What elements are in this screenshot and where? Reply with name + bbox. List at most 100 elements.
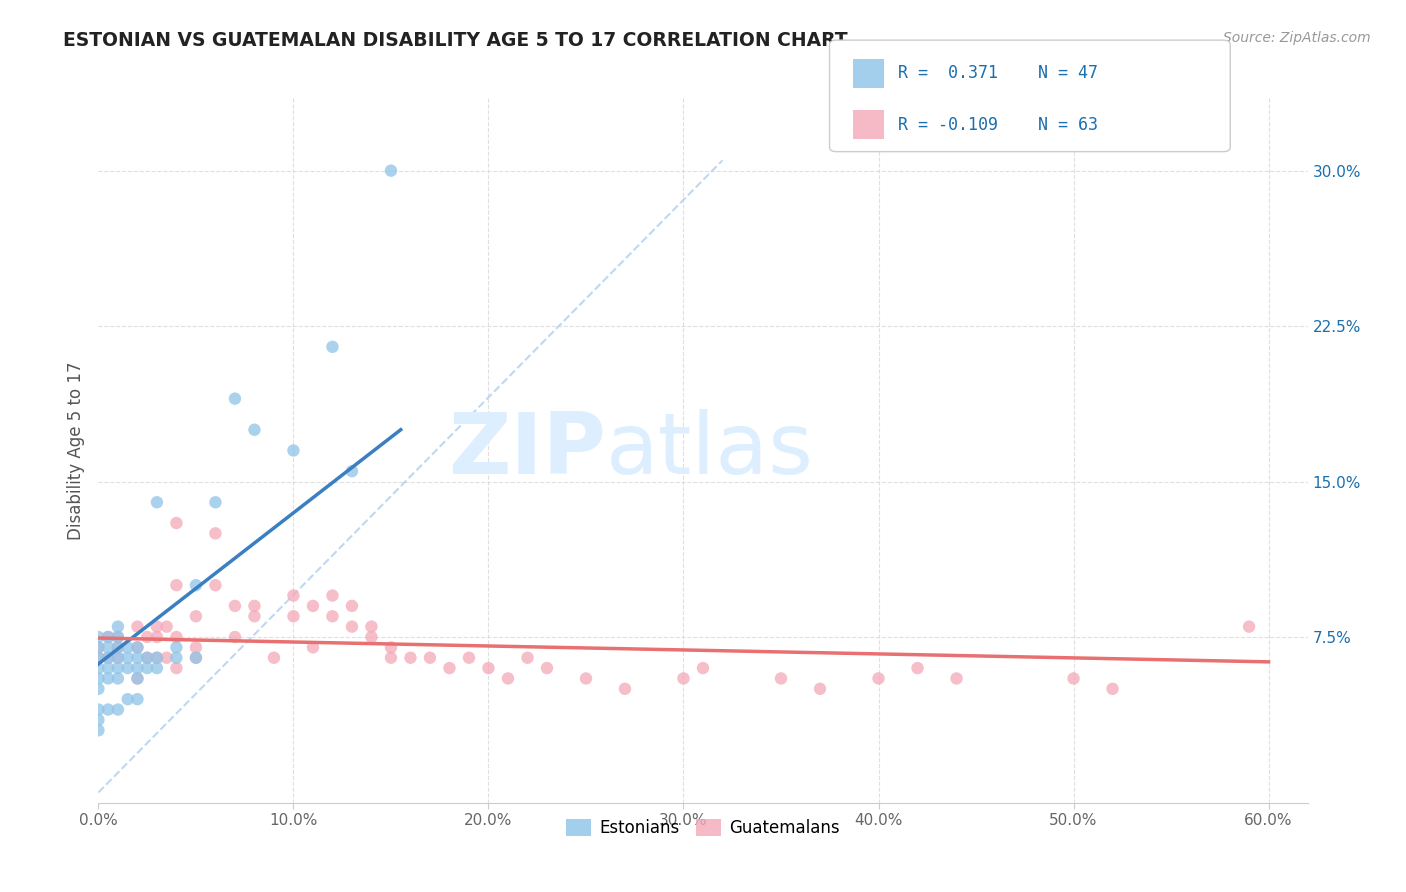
Point [868,672,890,686]
Y-axis label: Disability Age 5 to 17: Disability Age 5 to 17 [66,361,84,540]
Point [87,630,110,644]
Point [184,640,207,655]
Point [165,578,187,592]
Point [184,609,207,624]
Point [165,650,187,665]
Point [165,640,187,655]
Point [107,630,129,644]
Point [692,661,714,675]
Point [107,702,129,716]
Point [146,661,169,675]
Point [243,599,266,613]
Point [146,650,169,665]
Point [107,630,129,644]
Text: Source: ZipAtlas.com: Source: ZipAtlas.com [1223,31,1371,45]
Point [146,650,169,665]
Point [165,516,187,530]
Text: R = -0.109    N = 63: R = -0.109 N = 63 [898,116,1098,134]
Point [184,650,207,665]
Text: ESTONIAN VS GUATEMALAN DISABILITY AGE 5 TO 17 CORRELATION CHART: ESTONIAN VS GUATEMALAN DISABILITY AGE 5 … [63,31,848,50]
Point [97,630,120,644]
Text: ZIP: ZIP [449,409,606,492]
Point [1237,619,1260,633]
Point [127,672,149,686]
Point [458,650,481,665]
Point [184,650,207,665]
Point [87,713,110,727]
Point [97,650,120,665]
Point [127,672,149,686]
Point [97,661,120,675]
Point [136,650,159,665]
Point [243,423,266,437]
Point [808,681,831,696]
Point [165,661,187,675]
Point [136,630,159,644]
Point [672,672,695,686]
Point [769,672,792,686]
Point [87,702,110,716]
Point [380,163,402,178]
Point [399,650,422,665]
Point [340,619,363,633]
Point [87,672,110,686]
Point [146,630,169,644]
Point [321,589,343,603]
Point [117,661,139,675]
Point [107,640,129,655]
Point [87,640,110,655]
Point [165,630,187,644]
Point [107,661,129,675]
Point [302,640,325,655]
Point [204,495,226,509]
Text: atlas: atlas [606,409,814,492]
Point [136,650,159,665]
Point [127,692,149,706]
Point [127,619,149,633]
Point [224,630,246,644]
Point [419,650,441,665]
Point [477,661,499,675]
Point [204,526,226,541]
Point [156,650,179,665]
Point [496,672,519,686]
Point [127,661,149,675]
Point [97,630,120,644]
Point [340,599,363,613]
Point [146,495,169,509]
Point [136,661,159,675]
Point [117,650,139,665]
Point [907,661,929,675]
Point [107,672,129,686]
Point [1063,672,1085,686]
Point [380,650,402,665]
Point [97,650,120,665]
Point [243,609,266,624]
Point [107,640,129,655]
Point [360,630,382,644]
Point [87,723,110,738]
Point [97,640,120,655]
Point [263,650,285,665]
Point [97,672,120,686]
Point [127,640,149,655]
Point [127,650,149,665]
Point [156,619,179,633]
Point [439,661,461,675]
Point [107,619,129,633]
Point [107,650,129,665]
Point [184,578,207,592]
Point [117,692,139,706]
Point [87,681,110,696]
Point [1101,681,1123,696]
Point [204,578,226,592]
Text: R =  0.371    N = 47: R = 0.371 N = 47 [898,64,1098,82]
Point [575,672,598,686]
Point [87,661,110,675]
Point [340,464,363,478]
Point [146,619,169,633]
Point [224,599,246,613]
Point [107,650,129,665]
Point [380,640,402,655]
Point [516,650,538,665]
